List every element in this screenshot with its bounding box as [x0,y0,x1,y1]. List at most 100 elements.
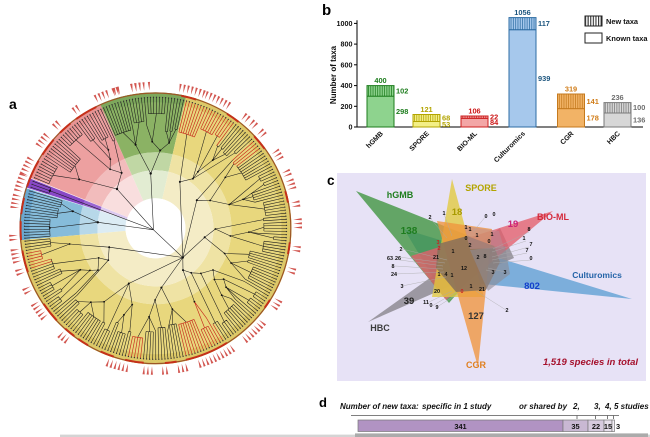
svg-text:22: 22 [490,113,498,122]
svg-text:19: 19 [508,219,519,230]
svg-text:0: 0 [530,256,533,262]
svg-text:2: 2 [506,308,509,314]
svg-text:SPORE: SPORE [465,183,497,193]
svg-text:3,: 3, [594,402,601,411]
svg-text:121: 121 [420,105,432,114]
svg-text:35: 35 [571,422,579,431]
svg-text:4,: 4, [604,402,612,411]
svg-text:4: 4 [445,272,448,278]
svg-text:1: 1 [452,249,455,255]
svg-text:CGR: CGR [466,360,487,370]
svg-text:102: 102 [396,86,408,95]
svg-text:63: 63 [387,256,393,262]
svg-text:141: 141 [587,97,599,106]
svg-text:Number of taxa: Number of taxa [329,45,338,104]
svg-text:9: 9 [436,305,439,311]
svg-text:b: b [322,2,331,19]
svg-text:or shared by: or shared by [519,402,568,411]
svg-text:802: 802 [524,281,540,292]
svg-text:138: 138 [401,226,418,237]
svg-text:SPORE: SPORE [409,130,432,153]
svg-text:2: 2 [469,243,472,249]
svg-text:117: 117 [538,19,550,28]
svg-text:800: 800 [341,40,353,49]
svg-text:1: 1 [476,233,479,239]
svg-text:1: 1 [443,211,446,217]
svg-text:a: a [9,96,17,112]
svg-text:24: 24 [391,272,397,278]
svg-text:12: 12 [461,266,467,272]
svg-text:3: 3 [616,422,620,431]
svg-text:1: 1 [438,272,441,278]
svg-text:8: 8 [392,264,395,270]
svg-text:hGMB: hGMB [387,190,414,200]
svg-text:5 studies: 5 studies [614,402,649,411]
svg-text:1: 1 [523,236,526,242]
svg-text:26: 26 [395,256,401,262]
svg-text:2: 2 [400,247,403,253]
svg-text:0: 0 [485,214,488,220]
svg-text:15: 15 [604,422,612,431]
svg-text:106: 106 [468,107,480,116]
svg-text:8: 8 [484,254,487,260]
svg-text:1,519 species in total: 1,519 species in total [543,357,638,368]
svg-text:600: 600 [341,60,353,69]
svg-text:Culturomics: Culturomics [493,130,527,164]
svg-text:400: 400 [374,76,386,85]
svg-text:CGR: CGR [559,130,575,146]
svg-text:136: 136 [633,116,645,125]
svg-text:84: 84 [490,118,499,127]
svg-text:d: d [319,395,327,410]
svg-text:298: 298 [396,107,408,116]
svg-text:HBC: HBC [606,130,622,146]
svg-text:0: 0 [430,303,433,309]
svg-text:0: 0 [493,212,496,218]
svg-text:68: 68 [442,114,450,123]
svg-text:Number of new taxa:: Number of new taxa: [340,402,419,411]
svg-text:1: 1 [491,232,494,238]
svg-text:3: 3 [492,270,495,276]
svg-text:3: 3 [437,240,440,246]
svg-text:Culturomics: Culturomics [572,270,622,280]
svg-text:New taxa: New taxa [606,17,639,26]
svg-text:7: 7 [526,248,529,254]
svg-text:11: 11 [423,300,429,306]
svg-text:c: c [327,173,335,188]
svg-text:319: 319 [565,85,577,94]
svg-text:0: 0 [488,239,491,245]
svg-text:18: 18 [452,207,463,218]
svg-text:200: 200 [341,102,353,111]
svg-text:0: 0 [461,289,464,295]
svg-text:1: 1 [465,225,468,231]
svg-text:341: 341 [454,422,466,431]
svg-text:8: 8 [528,227,531,233]
svg-text:3: 3 [504,270,507,276]
svg-text:BIO-ML: BIO-ML [456,130,479,153]
svg-text:2: 2 [438,246,441,252]
svg-text:236: 236 [611,93,623,102]
svg-text:1: 1 [451,273,454,279]
svg-text:2,: 2, [572,402,580,411]
svg-text:22: 22 [592,422,600,431]
svg-text:1: 1 [470,284,473,290]
svg-text:400: 400 [341,81,353,90]
svg-text:100: 100 [633,103,645,112]
svg-text:53: 53 [442,120,450,129]
svg-text:specific in 1 study: specific in 1 study [422,402,492,411]
svg-text:HBC: HBC [370,323,390,333]
svg-text:0: 0 [349,123,353,132]
svg-text:39: 39 [404,296,415,307]
svg-text:1: 1 [469,227,472,233]
svg-text:127: 127 [468,311,484,322]
svg-text:3: 3 [401,284,404,290]
svg-text:21: 21 [479,287,485,293]
svg-text:1000: 1000 [337,19,353,28]
svg-text:178: 178 [587,113,599,122]
svg-text:21: 21 [433,255,439,261]
svg-text:1056: 1056 [514,8,530,17]
svg-text:2: 2 [477,255,480,261]
svg-text:20: 20 [434,289,440,295]
svg-text:hGMB: hGMB [365,130,385,150]
svg-text:939: 939 [538,74,550,83]
svg-text:BIO-ML: BIO-ML [537,212,569,222]
